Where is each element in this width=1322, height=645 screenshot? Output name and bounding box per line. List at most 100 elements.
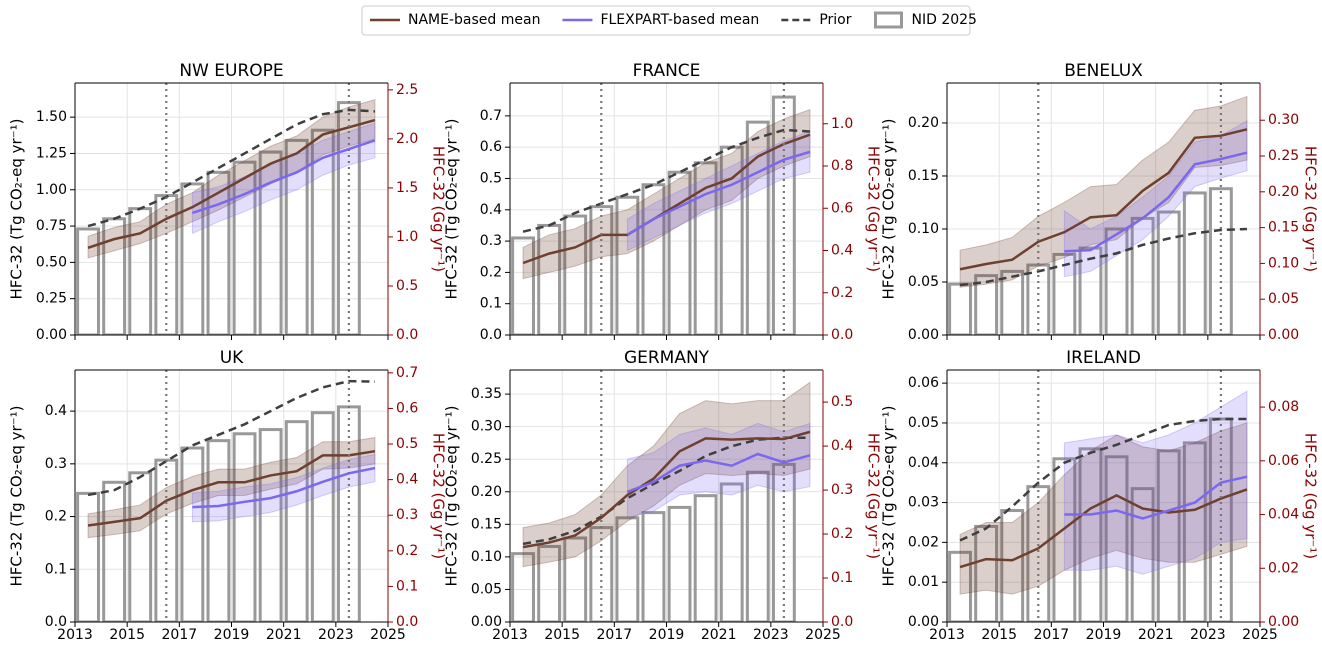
- y-tick-label: 0.3: [45, 456, 67, 472]
- bar: [745, 120, 770, 335]
- y2-axis-label: HFC-32 (Gg yr⁻¹): [430, 433, 448, 559]
- x-tick-label: 2017: [162, 627, 198, 641]
- x-tick-label: 2023: [1190, 627, 1226, 641]
- y2-tick-label: 0.5: [396, 436, 418, 452]
- bar: [1078, 447, 1103, 622]
- panel-title: GERMANY: [624, 348, 710, 368]
- y-tick-label: 0.10: [908, 221, 939, 237]
- y-tick-label: 0.4: [45, 403, 67, 419]
- y2-tick-label: 0.4: [396, 472, 418, 488]
- y-tick-label: 0.05: [908, 415, 939, 431]
- uncertainty-band: [87, 436, 376, 539]
- x-tick-label: 2019: [649, 627, 685, 641]
- y2-tick-label: 0.4: [831, 243, 853, 259]
- bar: [511, 236, 535, 335]
- panel: FRANCE 0.0 0.1 0.2 0.3 0.4 0.5 0.6 0.7 0.0 0.2 0.4 0…: [443, 61, 883, 343]
- y-tick-label: 0.00: [908, 327, 939, 343]
- y2-tick-label: 0.4: [831, 438, 853, 454]
- panel-title: BENELUX: [1064, 61, 1143, 81]
- y-tick-label: 0.10: [471, 549, 502, 565]
- bar: [206, 170, 231, 335]
- bar: [667, 170, 692, 335]
- y-axis-label: HFC-32 (Tg CO₂-eq yr⁻¹): [880, 118, 898, 299]
- legend-box: [361, 5, 971, 36]
- y-tick-label: 0.4: [480, 202, 502, 218]
- y2-tick-label: 2.0: [396, 131, 418, 147]
- uncertainty-band: [626, 130, 811, 252]
- y2-tick-label: 1.5: [396, 180, 418, 196]
- mean-line: [1064, 151, 1248, 253]
- panel-title: FRANCE: [633, 61, 701, 81]
- panel: NW EUROPE 0.00 0.25 0.50 0.75 1.00 1.25 1.50 0.0…: [8, 61, 448, 343]
- bar: [563, 536, 588, 622]
- panel-title: IRELAND: [1066, 348, 1141, 368]
- y2-tick-label: 0.0: [396, 327, 418, 343]
- y-tick-label: 0.05: [471, 581, 502, 597]
- y2-tick-label: 0.05: [1268, 291, 1299, 307]
- plot-area: [511, 370, 811, 622]
- y2-tick-label: 0.06: [1268, 453, 1299, 469]
- mean-line: [192, 466, 376, 509]
- bar: [1130, 487, 1155, 622]
- x-tick-label: 2019: [1086, 627, 1122, 641]
- plot-area: [76, 370, 376, 622]
- y2-tick-label: 0.15: [1268, 220, 1299, 236]
- bar: [1052, 252, 1077, 335]
- y-tick-label: 0.02: [908, 534, 939, 550]
- bar: [310, 411, 335, 622]
- panel: UK 0.0 0.1 0.2 0.3 0.4 2013 2015 2017 2019 2021 202…: [8, 348, 448, 643]
- y-tick-label: 0.00: [471, 614, 502, 630]
- y2-tick-label: 0.10: [1268, 255, 1299, 271]
- y2-tick-label: 0.6: [396, 400, 418, 416]
- y2-tick-label: 0.2: [396, 543, 418, 559]
- y2-axis-label: HFC-32 (Gg yr⁻¹): [430, 146, 448, 272]
- y2-tick-label: 0.0: [396, 614, 418, 630]
- y-tick-label: 0.3: [480, 233, 502, 249]
- mean-line: [959, 488, 1248, 569]
- y-tick-label: 0.2: [480, 264, 502, 280]
- plot-area: [948, 370, 1248, 622]
- y-axis-label: HFC-32 (Tg CO₂-eq yr⁻¹): [8, 118, 26, 299]
- y2-tick-label: 0.2: [831, 285, 853, 301]
- y2-tick-label: 0.7: [396, 365, 418, 381]
- y2-tick-label: 0.2: [831, 526, 853, 542]
- x-tick-label: 2013: [57, 627, 93, 641]
- uncertainty-band: [522, 108, 811, 280]
- mean-line: [522, 133, 811, 265]
- x-tick-label: 2017: [1034, 627, 1070, 641]
- y2-tick-label: 0.6: [831, 200, 853, 216]
- x-tick-label: 2025: [805, 627, 841, 641]
- y-tick-label: 1.00: [36, 182, 67, 198]
- panel-title: NW EUROPE: [179, 61, 283, 81]
- bar: [948, 282, 972, 335]
- y2-axis-label: HFC-32 (Gg yr⁻¹): [1302, 146, 1320, 272]
- bar: [1026, 263, 1051, 335]
- x-tick-label: 2025: [370, 627, 406, 641]
- y-tick-label: 0.15: [471, 516, 502, 532]
- bar: [1182, 191, 1207, 335]
- legend-label: NAME-based mean: [408, 12, 540, 28]
- mean-line: [522, 430, 811, 549]
- y2-tick-label: 0.5: [831, 394, 853, 410]
- panel: BENELUX 0.00 0.05 0.10 0.15 0.20 0.00 0.05 0.10 0…: [880, 61, 1320, 343]
- bar: [1208, 187, 1233, 335]
- y-tick-label: 0.0: [480, 327, 502, 343]
- uncertainty-band: [1063, 390, 1248, 575]
- bar: [1104, 455, 1129, 622]
- panel: IRELAND 0.00 0.01 0.02 0.03 0.04 0.05 0.06 2013 2…: [880, 348, 1320, 643]
- prior-line: [959, 227, 1248, 287]
- x-tick-label: 2021: [266, 627, 302, 641]
- bar: [284, 138, 309, 335]
- y-tick-label: 0.00: [36, 327, 67, 343]
- x-tick-label: 2013: [929, 627, 965, 641]
- bar: [615, 195, 640, 335]
- panel: GERMANY 0.00 0.05 0.10 0.15 0.20 0.25 0.30 0.35 2…: [443, 348, 883, 643]
- bar: [667, 505, 692, 622]
- y2-tick-label: 0.1: [396, 578, 418, 594]
- y2-tick-label: 0.02: [1268, 560, 1299, 576]
- plot-area: [511, 83, 811, 335]
- y-tick-label: 0.6: [480, 139, 502, 155]
- bar: [1182, 441, 1207, 622]
- bar: [1078, 246, 1103, 335]
- bar: [693, 161, 718, 335]
